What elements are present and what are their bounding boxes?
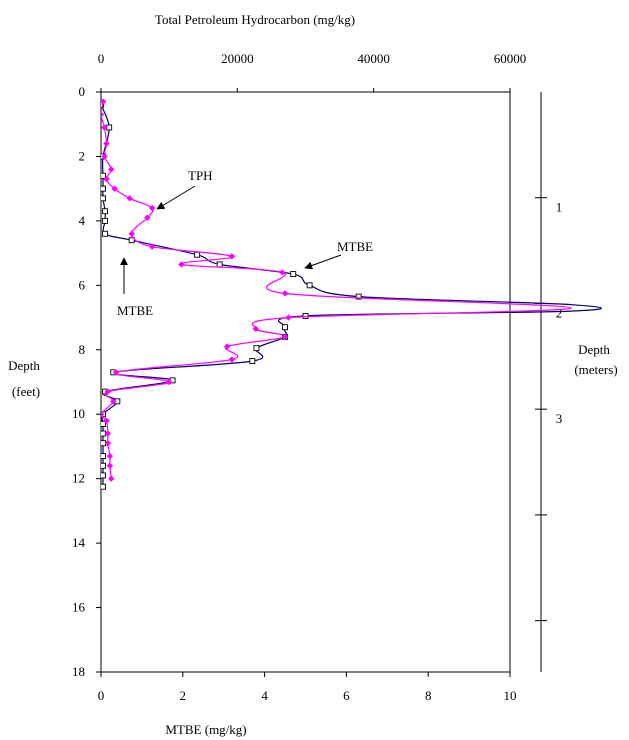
mtbe-point <box>302 312 309 319</box>
x-bottom-tick-label: 10 <box>504 688 517 703</box>
x-bottom-tick-label: 0 <box>98 688 105 703</box>
annotation-label-tph: TPH <box>188 168 213 183</box>
tph-point <box>108 166 115 173</box>
y-tick-label: 10 <box>72 406 85 421</box>
x-bottom-tick-label: 8 <box>425 688 432 703</box>
y-right-tick-label: 3 <box>556 411 563 426</box>
tph-point <box>101 153 108 160</box>
tph-point <box>106 452 114 460</box>
mtbe-point <box>128 237 135 244</box>
annotation-label-mtbe-left: MTBE <box>117 303 153 318</box>
x-bottom-tick-label: 4 <box>261 688 268 703</box>
tph-point <box>104 430 112 437</box>
series-layer <box>101 98 602 490</box>
tph-point <box>108 475 115 482</box>
y-axis-right-title: Depth <box>578 342 610 357</box>
tph-point <box>228 356 236 363</box>
tph-point <box>111 185 118 192</box>
mtbe-point <box>102 230 109 237</box>
mtbe-point <box>101 453 106 460</box>
y-tick-label: 6 <box>79 277 86 292</box>
tph-point <box>110 398 117 405</box>
tph-point <box>144 214 151 221</box>
y-axis-right-unit: (meters) <box>574 362 617 377</box>
y-tick-label: 8 <box>79 342 86 357</box>
tph-point <box>126 195 133 202</box>
x-top-tick-label: 60000 <box>494 51 527 66</box>
x-bottom-tick-label: 2 <box>180 688 187 703</box>
mtbe-point <box>101 483 106 490</box>
annotation-label-mtbe-right: MTBE <box>337 239 373 254</box>
mtbe-point <box>101 472 106 479</box>
y-tick-label: 4 <box>79 213 86 228</box>
tph-point <box>178 261 185 268</box>
tph-point <box>112 369 120 376</box>
mtbe-point <box>355 293 362 300</box>
series-line-mtbe <box>101 104 602 487</box>
x-bottom-tick-label: 6 <box>343 688 350 703</box>
tph-point <box>106 462 114 469</box>
x-axis-top-title: Total Petroleum Hydrocarbon (mg/kg) <box>155 12 355 27</box>
y-tick-label: 12 <box>72 471 85 486</box>
y-tick-label: 18 <box>72 664 85 679</box>
mtbe-point <box>101 420 106 427</box>
mtbe-point <box>101 462 106 469</box>
tph-point <box>103 140 110 147</box>
tph-point <box>101 98 107 105</box>
y-tick-label: 16 <box>72 600 86 615</box>
mtbe-point <box>101 185 106 192</box>
tph-point <box>103 175 110 183</box>
mtbe-point <box>282 324 288 331</box>
mtbe-point <box>290 271 297 278</box>
tph-point <box>281 333 289 341</box>
y-axis-left-title: Depth <box>8 358 40 373</box>
annotation-arrow-tph <box>156 185 196 210</box>
x-top-tick-label: 20000 <box>221 51 254 66</box>
mtbe-point <box>102 208 109 215</box>
mtbe-point <box>249 358 256 365</box>
x-axis-bottom-title: MTBE (mg/kg) <box>165 722 246 737</box>
mtbe-point <box>306 282 313 289</box>
mtbe-point <box>101 195 106 202</box>
tph-point <box>279 269 286 276</box>
y-right-tick-label: 2 <box>556 305 563 320</box>
y-right-tick-label: 1 <box>556 200 563 215</box>
y-axis-left-unit: (feet) <box>12 384 40 399</box>
tph-point <box>101 111 105 118</box>
mtbe-point <box>253 345 260 352</box>
tph-point <box>285 314 292 321</box>
y-tick-label: 0 <box>79 84 86 99</box>
tph-point <box>228 253 236 260</box>
mtbe-point <box>194 251 201 258</box>
x-top-tick-label: 0 <box>98 51 105 66</box>
tph-point <box>101 124 108 131</box>
tph-point <box>148 204 156 212</box>
y-tick-label: 14 <box>72 535 86 550</box>
tph-point <box>104 440 112 447</box>
annotation-layer: TPH MTBE MTBE <box>117 168 373 318</box>
y-tick-label: 2 <box>79 148 86 163</box>
mtbe-point <box>101 172 106 179</box>
series-line-tph <box>101 101 572 479</box>
plot-frame <box>100 91 542 673</box>
tph-point <box>252 325 259 333</box>
tph-point <box>148 243 156 250</box>
tph-point <box>128 230 135 237</box>
tph-point <box>165 378 173 386</box>
tph-point <box>104 388 112 395</box>
mtbe-point <box>216 261 223 268</box>
tph-point <box>101 411 105 418</box>
tph-point <box>223 343 231 350</box>
mtbe-point <box>102 217 109 224</box>
tph-point <box>281 290 289 297</box>
x-top-tick-label: 40000 <box>357 51 390 66</box>
annotation-arrow-mtbe-right <box>304 254 342 270</box>
tph-point <box>103 417 110 424</box>
